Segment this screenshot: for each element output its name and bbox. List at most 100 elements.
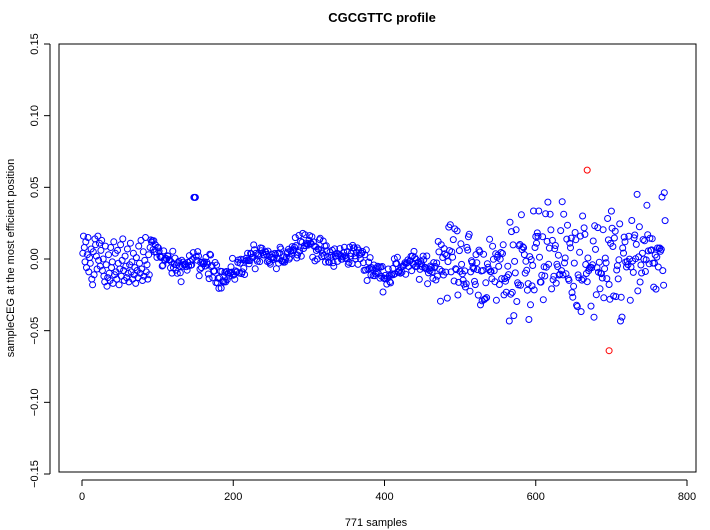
- data-point: [486, 235, 494, 243]
- data-point: [150, 237, 158, 245]
- data-point: [297, 252, 305, 260]
- data-point: [564, 221, 571, 229]
- data-point: [545, 244, 553, 252]
- y-tick-label: −0.05: [29, 317, 41, 345]
- data-point: [584, 254, 592, 262]
- data-point: [506, 218, 514, 226]
- data-point: [143, 261, 151, 269]
- data-point: [661, 217, 669, 225]
- data-point: [117, 241, 125, 249]
- data-point: [543, 237, 551, 245]
- data-point: [476, 248, 484, 256]
- data-point: [206, 250, 214, 258]
- data-point: [132, 279, 140, 287]
- data-point: [497, 249, 505, 256]
- data-point: [386, 278, 394, 286]
- data-point: [654, 263, 662, 271]
- data-point: [657, 245, 665, 253]
- y-tick-label: 0.10: [29, 105, 41, 126]
- data-point: [97, 246, 105, 254]
- data-point: [528, 282, 536, 290]
- data-point: [135, 242, 143, 250]
- data-point: [303, 240, 311, 248]
- y-tick-label: 0.05: [29, 177, 41, 198]
- data-point: [92, 252, 100, 260]
- data-point: [291, 243, 298, 251]
- data-point: [590, 313, 598, 321]
- data-point: [80, 232, 87, 240]
- data-point: [533, 229, 541, 237]
- data-point: [611, 227, 619, 235]
- data-point: [129, 249, 137, 257]
- data-point: [513, 298, 521, 305]
- data-point: [465, 230, 473, 238]
- data-point: [568, 289, 576, 297]
- data-point: [207, 251, 215, 259]
- data-point: [601, 254, 609, 262]
- x-tick-label: 400: [375, 491, 393, 503]
- data-point: [539, 233, 547, 241]
- data-point: [351, 252, 359, 260]
- data-point: [581, 230, 589, 238]
- y-tick-label: 0.15: [29, 33, 41, 54]
- data-point: [458, 260, 466, 268]
- data-point: [631, 231, 639, 239]
- data-point: [582, 261, 590, 268]
- data-point: [84, 234, 92, 241]
- data-point: [250, 246, 258, 254]
- data-point: [576, 248, 584, 256]
- x-tick-label: 600: [527, 491, 545, 503]
- data-point: [604, 215, 612, 222]
- data-point: [548, 285, 556, 293]
- data-point: [638, 269, 646, 277]
- data-point: [219, 278, 227, 286]
- data-point: [645, 260, 653, 268]
- data-point: [99, 255, 107, 263]
- x-axis-label: 771 samples: [345, 517, 408, 529]
- data-point: [110, 238, 118, 246]
- data-point: [186, 258, 194, 265]
- data-point: [213, 261, 221, 269]
- data-point: [551, 245, 559, 253]
- data-point: [644, 231, 652, 239]
- data-point: [552, 279, 560, 287]
- data-point: [309, 253, 317, 261]
- data-point: [499, 250, 506, 257]
- data-point: [270, 254, 278, 262]
- data-point: [598, 274, 606, 282]
- data-point: [511, 257, 519, 265]
- data-point: [599, 226, 607, 234]
- data-point: [600, 294, 608, 302]
- data-point: [474, 266, 481, 274]
- data-point: [451, 225, 459, 233]
- data-point: [90, 271, 98, 279]
- y-tick-label: 0.00: [29, 248, 41, 269]
- data-point: [656, 244, 664, 252]
- data-point: [499, 241, 507, 249]
- data-point: [618, 313, 626, 321]
- data-point: [464, 246, 472, 254]
- data-point: [629, 268, 637, 276]
- data-point: [132, 254, 140, 262]
- data-point: [619, 244, 627, 252]
- x-tick-label: 200: [224, 491, 242, 503]
- data-point: [371, 269, 379, 277]
- data-point: [583, 278, 591, 286]
- data-point: [415, 275, 423, 283]
- data-point: [436, 265, 444, 273]
- data-point: [520, 244, 528, 252]
- data-point: [533, 239, 540, 247]
- highlight-point: [583, 166, 591, 174]
- data-point: [530, 207, 537, 215]
- data-point: [626, 296, 634, 304]
- data-point: [320, 252, 328, 260]
- data-point: [537, 278, 545, 286]
- data-point: [567, 234, 575, 242]
- data-point: [175, 257, 183, 265]
- data-point: [245, 260, 253, 268]
- data-point: [301, 231, 309, 239]
- data-point: [492, 296, 500, 304]
- data-point: [606, 295, 614, 303]
- data-point: [164, 252, 172, 260]
